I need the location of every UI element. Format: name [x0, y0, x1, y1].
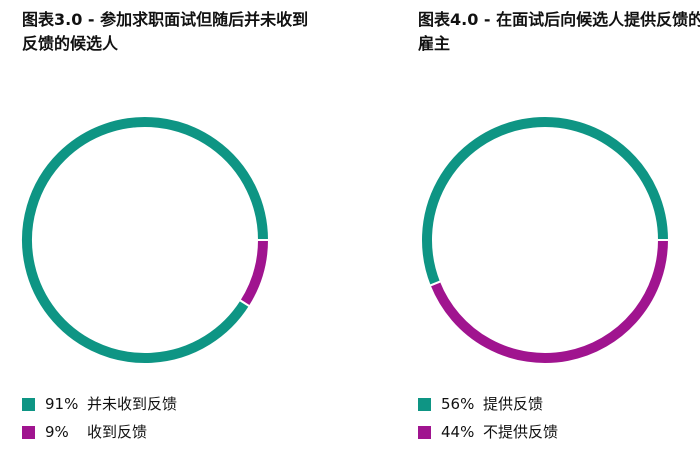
legend-label: 并未收到反馈 [87, 395, 178, 413]
legend-item: 91% 并未收到反馈 [22, 390, 177, 418]
donut-chart [420, 115, 671, 365]
donut-slice [428, 239, 671, 365]
legend-percent: 56% [441, 395, 475, 413]
legend-swatch [418, 397, 431, 411]
legend-item: 9% 收到反馈 [22, 418, 177, 446]
legend-item: 56% 提供反馈 [418, 390, 558, 418]
legend-label: 不提供反馈 [483, 423, 559, 441]
legend-percent: 44% [441, 423, 475, 441]
chart-legend: 56% 提供反馈 44% 不提供反馈 [418, 390, 558, 446]
donut-slice [238, 239, 271, 308]
chart-panel-1: 图表3.0 - 参加求职面试但随后并未收到反馈的候选人 91% 并未收到反馈 9… [0, 0, 340, 451]
chart-title: 图表3.0 - 参加求职面试但随后并未收到反馈的候选人 [22, 10, 309, 53]
legend-swatch [418, 425, 431, 439]
legend-label: 提供反馈 [483, 395, 544, 413]
legend-percent: 91% [45, 395, 79, 413]
donut-slice [420, 115, 671, 287]
legend-swatch [22, 425, 35, 439]
donut-chart [20, 115, 271, 365]
legend-label: 收到反馈 [87, 423, 148, 441]
chart-title: 图表4.0 - 在面试后向候选人提供反馈的雇主 [418, 10, 700, 53]
legend-percent: 9% [45, 423, 69, 441]
chart-legend: 91% 并未收到反馈 9% 收到反馈 [22, 390, 177, 446]
chart-panel-2: 图表4.0 - 在面试后向候选人提供反馈的雇主 56% 提供反馈 44% 不提供… [400, 0, 700, 451]
donut-slice [20, 115, 271, 365]
legend-item: 44% 不提供反馈 [418, 418, 558, 446]
legend-swatch [22, 397, 35, 411]
